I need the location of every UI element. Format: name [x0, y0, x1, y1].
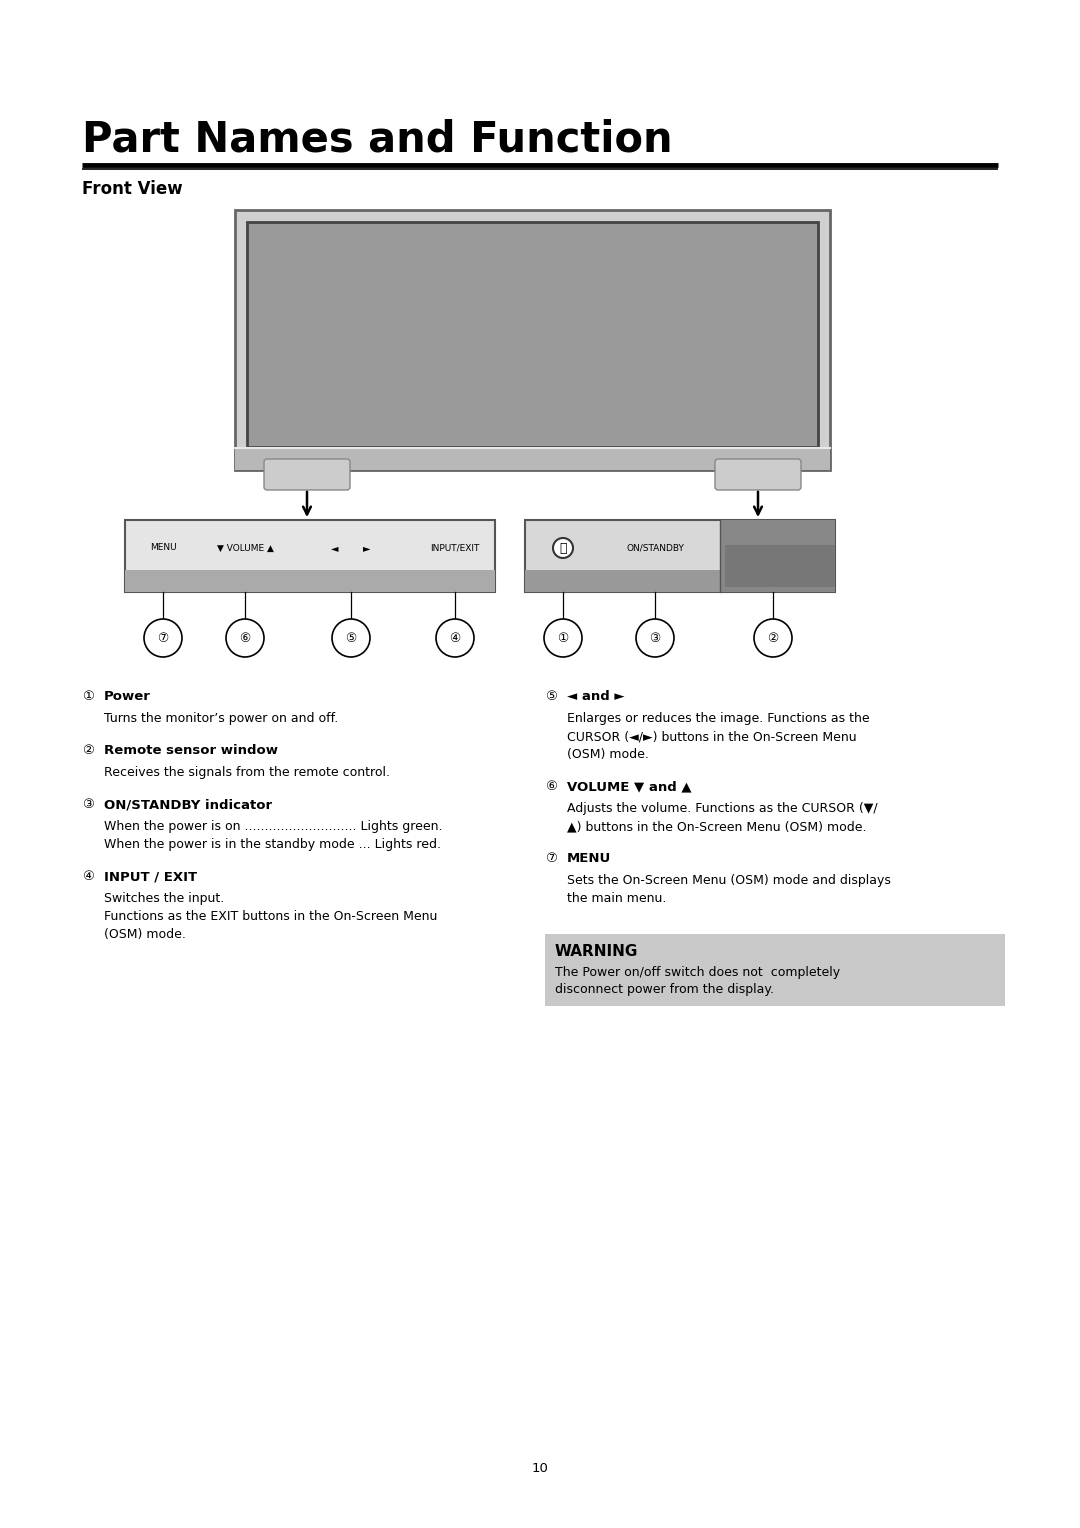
Text: (OSM) mode.: (OSM) mode. [567, 749, 649, 761]
Text: Part Names and Function: Part Names and Function [82, 118, 673, 160]
Bar [725, 545, 835, 587]
Text: ③: ③ [649, 631, 661, 645]
Text: INPUT/EXIT: INPUT/EXIT [430, 544, 480, 553]
Text: VOLUME ▼ and ▲: VOLUME ▼ and ▲ [567, 779, 691, 793]
Text: (OSM) mode.: (OSM) mode. [104, 927, 186, 941]
Bar [720, 520, 835, 591]
Text: the main menu.: the main menu. [567, 892, 666, 905]
Bar [525, 570, 720, 591]
Text: Sets the On-Screen Menu (OSM) mode and displays: Sets the On-Screen Menu (OSM) mode and d… [567, 874, 891, 886]
Text: ⑥: ⑥ [545, 779, 557, 793]
Text: ①: ① [82, 691, 94, 703]
Text: Remote sensor window: Remote sensor window [104, 744, 278, 756]
Text: disconnect power from the display.: disconnect power from the display. [555, 983, 774, 996]
FancyBboxPatch shape [264, 458, 350, 490]
Text: ON/STANDBY indicator: ON/STANDBY indicator [104, 798, 272, 811]
Text: When the power is in the standby mode ... Lights red.: When the power is in the standby mode ..… [104, 837, 441, 851]
Text: MENU: MENU [567, 853, 611, 865]
Bar [525, 520, 835, 591]
Text: When the power is on ............................ Lights green.: When the power is on ...................… [104, 821, 443, 833]
Text: ④: ④ [82, 869, 94, 883]
Circle shape [436, 619, 474, 657]
Circle shape [332, 619, 370, 657]
Text: ②: ② [82, 744, 94, 756]
Text: ⑦: ⑦ [545, 853, 557, 865]
Bar [235, 448, 831, 471]
Bar [125, 570, 495, 591]
Bar [125, 520, 495, 591]
Text: The Power on/off switch does not  completely: The Power on/off switch does not complet… [555, 966, 840, 979]
Circle shape [544, 619, 582, 657]
Text: Functions as the EXIT buttons in the On-Screen Menu: Functions as the EXIT buttons in the On-… [104, 911, 437, 923]
Text: INPUT / EXIT: INPUT / EXIT [104, 869, 198, 883]
Text: Receives the signals from the remote control.: Receives the signals from the remote con… [104, 766, 390, 779]
Text: ◄: ◄ [332, 542, 339, 553]
Text: Adjusts the volume. Functions as the CURSOR (▼/: Adjusts the volume. Functions as the CUR… [567, 802, 878, 814]
Text: WARNING: WARNING [555, 944, 638, 960]
Text: Enlarges or reduces the image. Functions as the: Enlarges or reduces the image. Functions… [567, 712, 869, 724]
Text: ⑤: ⑤ [346, 631, 356, 645]
Circle shape [636, 619, 674, 657]
Text: CURSOR (◄/►) buttons in the On-Screen Menu: CURSOR (◄/►) buttons in the On-Screen Me… [567, 730, 856, 743]
Text: ▼ VOLUME ▲: ▼ VOLUME ▲ [217, 544, 273, 553]
Text: ⑦: ⑦ [158, 631, 168, 645]
Text: Power: Power [104, 691, 151, 703]
Text: ①: ① [557, 631, 569, 645]
Circle shape [553, 538, 573, 558]
Text: 10: 10 [531, 1461, 549, 1475]
Bar [247, 222, 818, 448]
Text: ④: ④ [449, 631, 461, 645]
Text: Switches the input.: Switches the input. [104, 892, 225, 905]
Text: ②: ② [768, 631, 779, 645]
Circle shape [226, 619, 264, 657]
Bar [235, 209, 831, 471]
Text: Front View: Front View [82, 180, 183, 199]
Circle shape [144, 619, 183, 657]
Text: ③: ③ [82, 798, 94, 811]
Text: MENU: MENU [150, 544, 176, 553]
Text: ⏻: ⏻ [559, 541, 567, 555]
Text: ⑥: ⑥ [240, 631, 251, 645]
Text: ON/STANDBY: ON/STANDBY [626, 544, 684, 553]
Text: ►: ► [363, 542, 370, 553]
Text: ⑤: ⑤ [545, 691, 557, 703]
Text: Turns the monitor’s power on and off.: Turns the monitor’s power on and off. [104, 712, 338, 724]
Circle shape [754, 619, 792, 657]
Text: ▲) buttons in the On-Screen Menu (OSM) mode.: ▲) buttons in the On-Screen Menu (OSM) m… [567, 821, 866, 833]
Bar [545, 934, 1005, 1005]
Text: ◄ and ►: ◄ and ► [567, 691, 624, 703]
FancyBboxPatch shape [715, 458, 801, 490]
